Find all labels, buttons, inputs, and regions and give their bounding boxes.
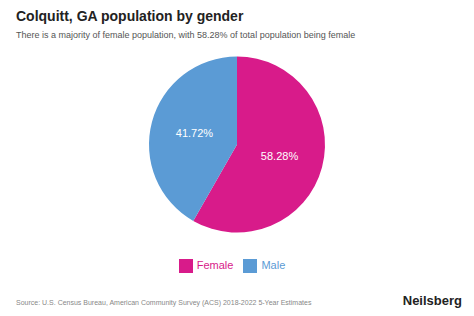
svg-text:58.28%: 58.28% bbox=[261, 150, 299, 162]
html-text:Female: Female bbox=[196, 258, 234, 271]
html-text:Neilsberg: Neilsberg bbox=[402, 293, 462, 308]
html-text:Source: U.S. Census Bureau, Am: Source: U.S. Census Bureau, American Com… bbox=[16, 299, 312, 306]
html-text:There is a majority of female: There is a majority of female population… bbox=[16, 30, 356, 40]
html-text:Colquitt, GA population by gen: Colquitt, GA population by gender bbox=[16, 8, 244, 24]
svg-text:41.72%: 41.72% bbox=[176, 127, 214, 139]
html-text:Male: Male bbox=[261, 258, 286, 271]
